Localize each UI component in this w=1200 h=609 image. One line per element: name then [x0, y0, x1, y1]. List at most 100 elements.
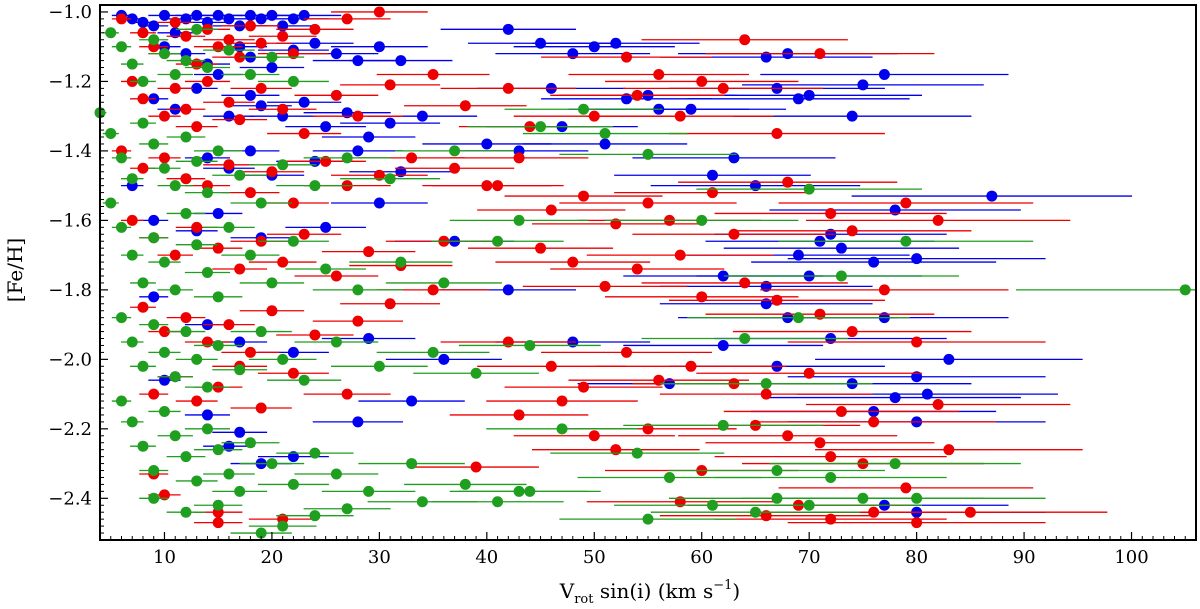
red-point-44: [285, 155, 366, 167]
blue-point-115: [769, 392, 1021, 404]
blue-marker: [373, 197, 385, 209]
red-marker: [266, 305, 278, 317]
green-point-1: [111, 41, 132, 53]
green-point-85: [203, 468, 255, 480]
green-point-8: [175, 23, 218, 35]
blue-marker: [320, 121, 332, 133]
red-point-98: [668, 128, 885, 140]
blue-point-106: [623, 339, 824, 351]
blue-point-17: [267, 9, 342, 21]
red-marker: [814, 437, 826, 449]
green-marker: [427, 346, 439, 358]
x-axis-title-superscript: −1: [713, 578, 732, 593]
green-point-32: [394, 145, 515, 157]
green-point-7: [166, 55, 206, 67]
axis-ticks-layer: 10 20 30 40 50 60 70 80 90 100 −2.4 −2.2 −2.0 −1.8 −1.…: [48, 2, 1197, 568]
green-marker: [137, 117, 149, 129]
green-marker: [277, 159, 289, 171]
red-point-99: [431, 180, 564, 192]
green-point-115: [778, 235, 1034, 247]
red-point-8: [194, 41, 243, 53]
green-marker: [556, 423, 568, 435]
blue-point-34: [203, 110, 255, 122]
green-marker: [341, 503, 353, 515]
green-point-100: [276, 510, 354, 522]
red-marker: [277, 103, 289, 115]
red-point-72: [340, 298, 441, 310]
blue-marker: [244, 145, 256, 157]
red-point-1: [130, 27, 156, 39]
green-marker: [631, 447, 643, 459]
red-marker: [502, 336, 514, 348]
green-marker: [201, 62, 213, 74]
green-point-117: [687, 312, 910, 324]
red-marker: [814, 48, 826, 60]
red-point-25: [203, 96, 255, 108]
red-point-76: [175, 395, 218, 407]
red-point-4: [157, 16, 193, 28]
blue-marker: [384, 117, 396, 129]
green-point-44: [184, 267, 231, 278]
red-marker: [814, 308, 826, 320]
red-point-68: [221, 346, 280, 358]
green-point-70: [294, 336, 379, 348]
blue-marker: [760, 280, 772, 292]
green-point-35: [102, 197, 119, 209]
green-point-20: [148, 162, 181, 174]
blue-point-35: [221, 89, 280, 101]
green-point-53: [385, 277, 502, 289]
green-point-106: [559, 513, 737, 525]
green-point-19: [139, 138, 169, 150]
red-point-145: [678, 430, 898, 442]
blue-marker: [599, 138, 611, 150]
green-point-4: [139, 34, 169, 46]
red-marker: [406, 152, 418, 164]
red-marker: [137, 93, 149, 105]
red-marker: [115, 13, 127, 25]
blue-marker: [706, 169, 718, 181]
green-marker: [201, 267, 213, 278]
red-marker: [352, 315, 364, 327]
red-point-59: [294, 270, 379, 282]
blue-point-122: [358, 395, 465, 407]
green-point-34: [504, 103, 663, 115]
green-marker: [126, 58, 138, 70]
green-point-2: [120, 58, 144, 70]
red-point-22: [166, 103, 206, 115]
blue-marker: [191, 82, 203, 94]
green-point-88: [239, 458, 305, 470]
green-point-112: [614, 499, 811, 511]
green-marker: [191, 353, 203, 365]
green-point-3: [130, 75, 156, 87]
green-point-24: [184, 187, 231, 199]
green-marker: [384, 173, 396, 185]
red-marker: [191, 221, 203, 233]
blue-point-71: [522, 138, 688, 150]
red-point-9: [203, 34, 255, 46]
red-marker: [352, 110, 364, 122]
green-marker: [148, 319, 160, 331]
red-marker: [803, 367, 815, 379]
green-point-87: [221, 437, 280, 449]
red-point-117: [586, 249, 774, 261]
red-point-111: [778, 197, 1034, 209]
x-tick-label: 100: [1114, 547, 1148, 568]
green-marker: [126, 173, 138, 185]
red-point-95: [440, 82, 577, 94]
blue-marker: [277, 20, 289, 32]
green-point-13: [257, 75, 329, 87]
red-point-120: [668, 294, 885, 306]
green-marker: [148, 138, 160, 150]
green-marker: [223, 221, 235, 233]
red-point-113: [468, 242, 614, 254]
green-marker: [277, 520, 289, 532]
green-marker: [180, 55, 192, 67]
red-point-124: [787, 336, 1046, 348]
blue-point-82: [331, 197, 428, 209]
blue-marker: [352, 145, 364, 157]
green-point-9: [184, 62, 231, 74]
green-point-16: [111, 152, 132, 164]
green-marker: [352, 284, 364, 296]
green-marker: [266, 277, 278, 289]
blue-marker: [137, 16, 149, 28]
